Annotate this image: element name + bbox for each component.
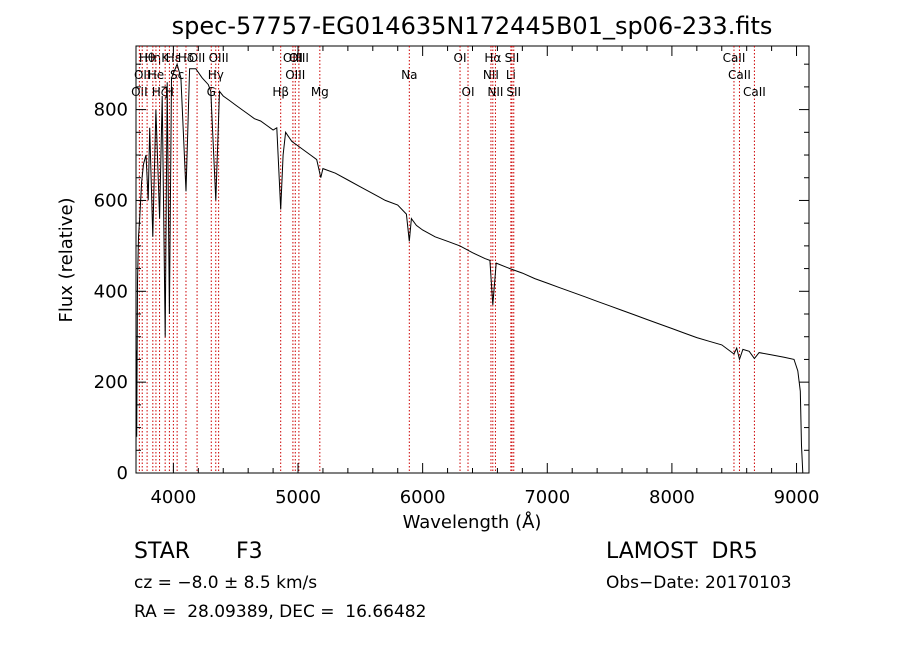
chart-title: spec-57757-EG014635N172445B01_sp06-233.f… [172,12,773,40]
x-tick-label: 7000 [524,487,570,508]
line-marker-label: SII [506,85,521,99]
line-marker-label: Na [401,68,417,82]
y-tick-label: 0 [117,463,128,484]
y-tick-label: 800 [94,100,128,121]
line-marker-label: Hγ [208,68,224,82]
line-marker-label: Hβ [272,85,289,99]
x-axis-label: Wavelength (Å) [403,511,542,533]
coordinates: RA = 28.09389, DEC = 16.66482 [134,602,427,622]
cz-value: cz = −8.0 ± 8.5 km/s [134,573,318,593]
line-marker-label: OIII [285,68,305,82]
line-marker-label: Li [506,68,516,82]
line-markers: OIIOIIHθHηHeHζKHHεScHδOIIGHγOIIIHβOIIIOI… [131,46,766,473]
line-marker-label: OIII [289,51,309,65]
line-marker-label: Hδ [178,51,194,65]
line-marker-label: CaII [723,51,746,65]
line-marker-label: OI [454,51,467,65]
line-marker-label: CaII [728,68,751,82]
x-tick-label: 4000 [150,487,196,508]
x-tick-label: 9000 [774,487,820,508]
line-marker-label: He [148,68,164,82]
survey-label: LAMOST DR5 [606,539,758,564]
spectrum-line [135,62,804,474]
line-marker-label: SII [505,51,520,65]
line-marker-label: K [161,51,170,65]
x-tick-label: 8000 [649,487,695,508]
object-type: STAR [134,539,191,564]
y-tick-label: 400 [94,281,128,302]
obs-date: Obs−Date: 20170103 [606,573,792,593]
y-tick-label: 200 [94,372,128,393]
line-marker-label: Mg [311,85,329,99]
line-marker-label: OI [462,85,475,99]
line-marker-label: NII [483,68,499,82]
y-axis-label: Flux (relative) [56,197,77,322]
spectral-subclass: F3 [236,539,263,564]
line-marker-label: Hα [484,51,501,65]
line-marker-label: H [165,85,174,99]
axis-ticks: 4000 5000 6000 7000 8000 9000 0 200 400 600 800 [94,46,820,508]
x-tick-label: 6000 [400,487,446,508]
line-marker-label: OIII [209,51,229,65]
line-marker-label: Hη [145,51,162,65]
line-marker-label: CaII [743,85,766,99]
plot-frame [135,45,810,474]
line-marker-label: Hζ [152,85,168,99]
x-tick-label: 5000 [275,487,321,508]
y-tick-label: 600 [94,190,128,211]
line-marker-label: OII [134,68,151,82]
line-marker-label: OII [131,85,148,99]
line-marker-label: NII [487,85,503,99]
line-marker-label: OII [189,51,206,65]
line-marker-label: Hθ [139,51,155,65]
